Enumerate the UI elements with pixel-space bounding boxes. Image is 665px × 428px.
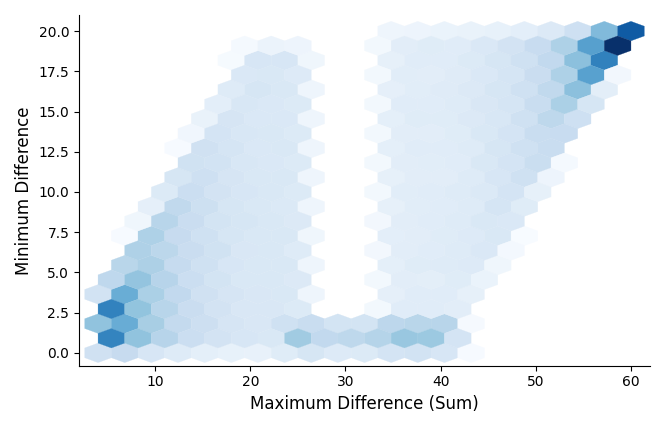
Y-axis label: Minimum Difference: Minimum Difference bbox=[15, 106, 33, 275]
X-axis label: Maximum Difference (Sum): Maximum Difference (Sum) bbox=[250, 395, 479, 413]
